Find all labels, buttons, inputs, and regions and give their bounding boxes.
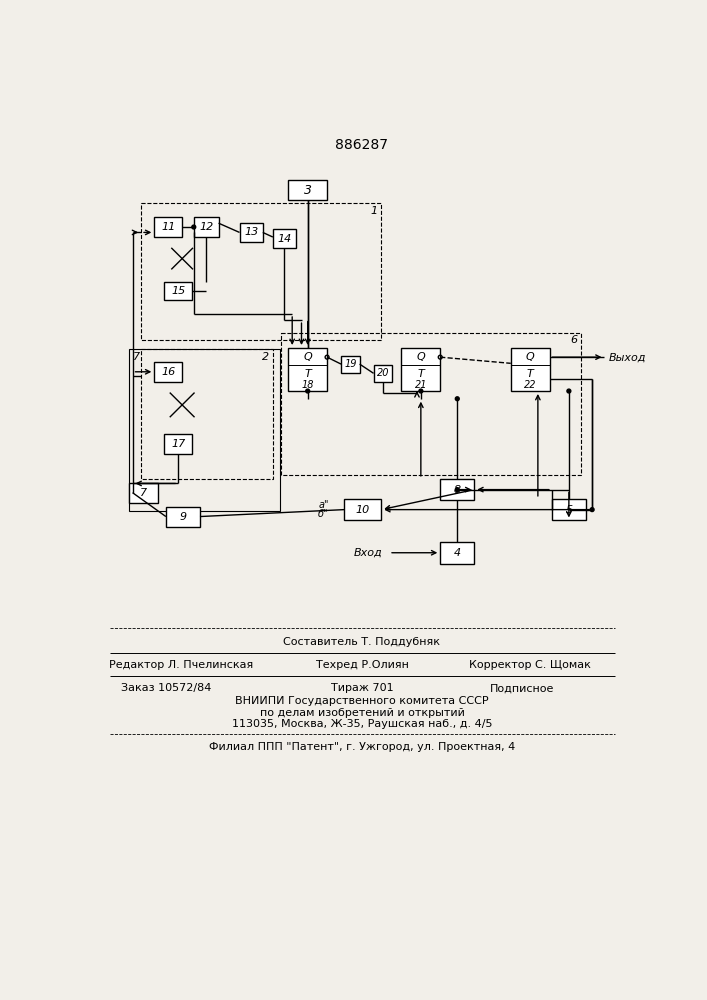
Bar xyxy=(273,229,296,248)
Text: 4: 4 xyxy=(454,548,461,558)
Text: T: T xyxy=(304,369,311,379)
Bar xyxy=(373,365,392,382)
Text: Q: Q xyxy=(526,352,534,362)
Text: Филиал ППП "Патент", г. Ужгород, ул. Проектная, 4: Филиал ППП "Патент", г. Ужгород, ул. Про… xyxy=(209,742,515,752)
Bar xyxy=(552,499,586,520)
Text: Выход: Выход xyxy=(609,352,647,362)
Text: по делам изобретений и открытий: по делам изобретений и открытий xyxy=(259,708,464,718)
Text: Корректор С. Щомак: Корректор С. Щомак xyxy=(469,660,591,670)
Bar xyxy=(288,348,327,391)
Bar xyxy=(129,483,158,503)
Text: Вход: Вход xyxy=(354,548,383,558)
Text: 5: 5 xyxy=(566,505,573,515)
Text: 1: 1 xyxy=(370,206,377,216)
Text: T: T xyxy=(527,369,534,379)
Text: 18: 18 xyxy=(301,380,314,390)
Bar xyxy=(141,203,381,340)
Text: 12: 12 xyxy=(199,222,214,232)
Bar xyxy=(141,349,273,479)
Text: Техред Р.Олиян: Техред Р.Олиян xyxy=(315,660,409,670)
Circle shape xyxy=(305,389,310,393)
Text: 8: 8 xyxy=(454,485,461,495)
Circle shape xyxy=(419,389,423,393)
Bar xyxy=(440,542,474,564)
Text: 13: 13 xyxy=(244,227,258,237)
Text: Q: Q xyxy=(416,352,425,362)
Bar xyxy=(510,348,549,391)
Bar xyxy=(402,348,440,391)
Bar xyxy=(164,282,192,300)
Bar xyxy=(129,349,280,511)
Bar xyxy=(344,499,381,520)
Text: Заказ 10572/84: Заказ 10572/84 xyxy=(121,683,211,693)
Circle shape xyxy=(192,225,196,229)
Text: 14: 14 xyxy=(277,234,291,244)
Bar xyxy=(164,434,192,454)
Bar xyxy=(240,223,263,242)
Text: 20: 20 xyxy=(377,368,389,378)
Text: Q: Q xyxy=(303,352,312,362)
Text: Составитель Т. Поддубняк: Составитель Т. Поддубняк xyxy=(284,637,440,647)
Bar xyxy=(166,507,200,527)
Text: 6: 6 xyxy=(570,335,577,345)
Text: 11: 11 xyxy=(161,222,175,232)
Text: ВНИИПИ Государственного комитета СССР: ВНИИПИ Государственного комитета СССР xyxy=(235,696,489,706)
Text: 19: 19 xyxy=(344,359,356,369)
Text: 21: 21 xyxy=(414,380,427,390)
Bar xyxy=(154,362,182,382)
Text: 7: 7 xyxy=(140,488,147,498)
Text: 2: 2 xyxy=(262,352,269,362)
Text: T: T xyxy=(417,369,424,379)
Text: 17: 17 xyxy=(171,439,185,449)
Bar xyxy=(154,217,182,237)
Bar xyxy=(341,356,360,373)
Text: 10: 10 xyxy=(356,505,370,515)
Text: 3: 3 xyxy=(304,184,312,197)
Text: 113035, Москва, Ж-35, Раушская наб., д. 4/5: 113035, Москва, Ж-35, Раушская наб., д. … xyxy=(232,719,492,729)
Text: 886287: 886287 xyxy=(335,138,388,152)
Text: Редактор Л. Пчелинская: Редактор Л. Пчелинская xyxy=(110,660,254,670)
Circle shape xyxy=(455,397,460,401)
Bar xyxy=(281,333,581,475)
Bar xyxy=(288,180,327,200)
Bar xyxy=(194,217,218,237)
Text: 16: 16 xyxy=(161,367,175,377)
Text: б": б" xyxy=(318,509,329,519)
Text: 9: 9 xyxy=(180,512,187,522)
Text: Тираж 701: Тираж 701 xyxy=(331,683,393,693)
Text: а": а" xyxy=(318,500,329,510)
Text: 15: 15 xyxy=(171,286,185,296)
Text: 22: 22 xyxy=(524,380,537,390)
Bar xyxy=(440,479,474,500)
Circle shape xyxy=(567,389,571,393)
Text: Подписное: Подписное xyxy=(490,683,554,693)
Circle shape xyxy=(455,488,460,492)
Text: 7: 7 xyxy=(133,352,140,362)
Circle shape xyxy=(590,508,594,512)
